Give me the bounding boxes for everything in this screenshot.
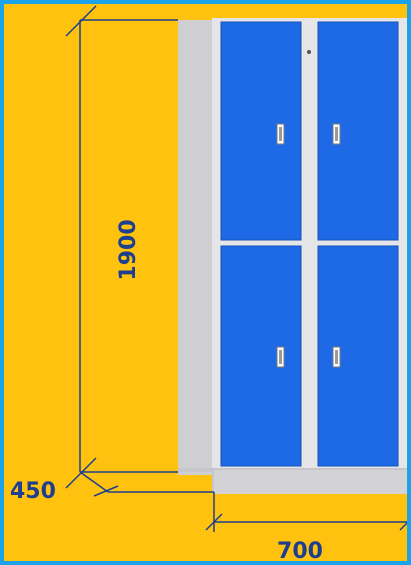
- door-handle-icon: [276, 123, 285, 145]
- depth-dimension: [79, 471, 214, 497]
- door-bottom-right: [317, 245, 399, 467]
- keyhole-icon: [307, 50, 311, 54]
- door-top-right: [317, 21, 399, 241]
- door-handle-icon: [332, 123, 341, 145]
- cabinet-side-panel: [178, 20, 218, 475]
- door-handle-icon: [332, 346, 341, 368]
- door-top-left: [220, 21, 302, 241]
- width-label: 700: [277, 539, 323, 564]
- height-label: 1900: [116, 219, 141, 280]
- cabinet-plinth-front: [214, 470, 407, 494]
- width-dimension: [205, 492, 407, 532]
- depth-label: 450: [10, 479, 56, 504]
- door-handle-icon: [276, 346, 285, 368]
- door-bottom-left: [220, 245, 302, 467]
